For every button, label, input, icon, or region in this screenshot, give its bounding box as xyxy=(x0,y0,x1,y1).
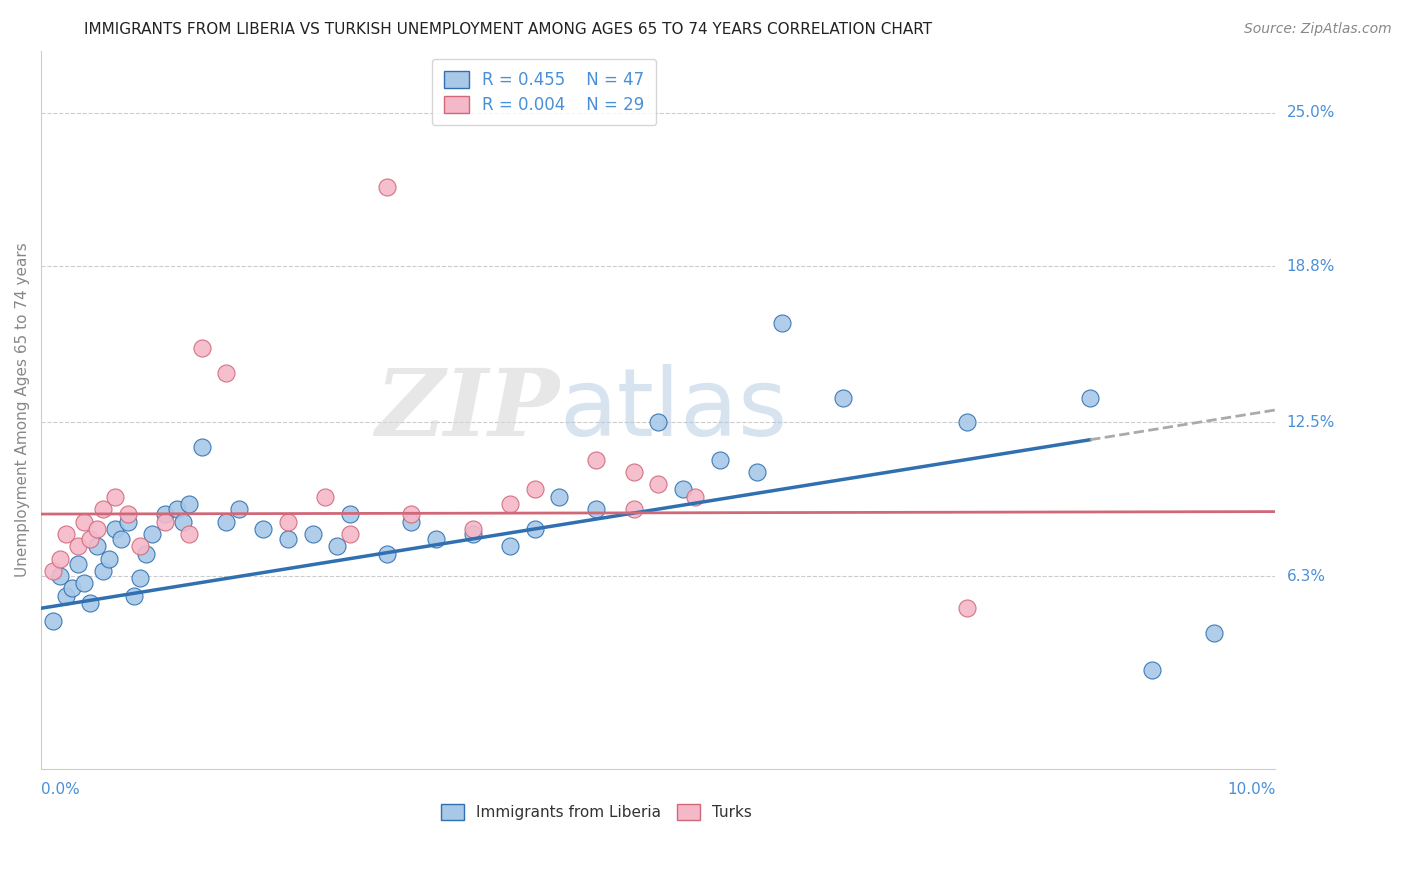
Point xyxy=(67,557,90,571)
Point xyxy=(709,452,731,467)
Text: 10.0%: 10.0% xyxy=(1227,781,1275,797)
Point xyxy=(55,527,77,541)
Point xyxy=(104,490,127,504)
Point xyxy=(277,515,299,529)
Text: Source: ZipAtlas.com: Source: ZipAtlas.com xyxy=(1244,22,1392,37)
Y-axis label: Unemployment Among Ages 65 to 74 years: Unemployment Among Ages 65 to 74 years xyxy=(15,243,30,577)
Point xyxy=(42,614,65,628)
Point xyxy=(623,465,645,479)
Point xyxy=(339,527,361,541)
Point xyxy=(55,589,77,603)
Point xyxy=(375,547,398,561)
Text: 6.3%: 6.3% xyxy=(1286,568,1326,583)
Point xyxy=(277,532,299,546)
Point xyxy=(60,582,83,596)
Point xyxy=(153,507,176,521)
Point xyxy=(832,391,855,405)
Point xyxy=(104,522,127,536)
Point xyxy=(122,589,145,603)
Point xyxy=(770,316,793,330)
Point xyxy=(48,551,70,566)
Point xyxy=(135,547,157,561)
Point xyxy=(523,522,546,536)
Point xyxy=(956,416,979,430)
Legend: Immigrants from Liberia, Turks: Immigrants from Liberia, Turks xyxy=(436,798,758,826)
Point xyxy=(42,564,65,578)
Point xyxy=(128,572,150,586)
Point xyxy=(79,596,101,610)
Point xyxy=(623,502,645,516)
Point xyxy=(956,601,979,615)
Point xyxy=(314,490,336,504)
Point xyxy=(67,539,90,553)
Point xyxy=(683,490,706,504)
Point xyxy=(252,522,274,536)
Text: 25.0%: 25.0% xyxy=(1286,105,1334,120)
Point xyxy=(179,527,201,541)
Point xyxy=(141,527,163,541)
Point xyxy=(190,440,212,454)
Point xyxy=(499,497,522,511)
Point xyxy=(523,483,546,497)
Point xyxy=(461,522,484,536)
Point xyxy=(461,527,484,541)
Text: 0.0%: 0.0% xyxy=(41,781,80,797)
Point xyxy=(1202,626,1225,640)
Point xyxy=(86,522,108,536)
Point xyxy=(179,497,201,511)
Point xyxy=(91,564,114,578)
Text: atlas: atlas xyxy=(560,364,787,456)
Point xyxy=(79,532,101,546)
Point xyxy=(215,366,238,380)
Point xyxy=(326,539,349,553)
Point xyxy=(339,507,361,521)
Point xyxy=(1140,663,1163,677)
Point xyxy=(401,515,423,529)
Point xyxy=(98,551,121,566)
Text: 18.8%: 18.8% xyxy=(1286,259,1334,274)
Point xyxy=(228,502,250,516)
Text: 12.5%: 12.5% xyxy=(1286,415,1334,430)
Point xyxy=(301,527,323,541)
Point xyxy=(166,502,188,516)
Point xyxy=(172,515,194,529)
Point xyxy=(672,483,695,497)
Point xyxy=(91,502,114,516)
Point xyxy=(1078,391,1101,405)
Point xyxy=(585,452,607,467)
Point xyxy=(190,341,212,355)
Text: IMMIGRANTS FROM LIBERIA VS TURKISH UNEMPLOYMENT AMONG AGES 65 TO 74 YEARS CORREL: IMMIGRANTS FROM LIBERIA VS TURKISH UNEMP… xyxy=(84,22,932,37)
Point xyxy=(425,532,447,546)
Point xyxy=(110,532,132,546)
Point xyxy=(401,507,423,521)
Point xyxy=(647,416,669,430)
Point xyxy=(48,569,70,583)
Point xyxy=(117,515,139,529)
Point xyxy=(73,576,96,591)
Point xyxy=(86,539,108,553)
Point xyxy=(585,502,607,516)
Point xyxy=(548,490,571,504)
Point xyxy=(375,180,398,194)
Point xyxy=(745,465,768,479)
Point xyxy=(499,539,522,553)
Point xyxy=(215,515,238,529)
Point xyxy=(73,515,96,529)
Point xyxy=(128,539,150,553)
Point xyxy=(153,515,176,529)
Text: ZIP: ZIP xyxy=(375,365,560,455)
Point xyxy=(117,507,139,521)
Point xyxy=(647,477,669,491)
